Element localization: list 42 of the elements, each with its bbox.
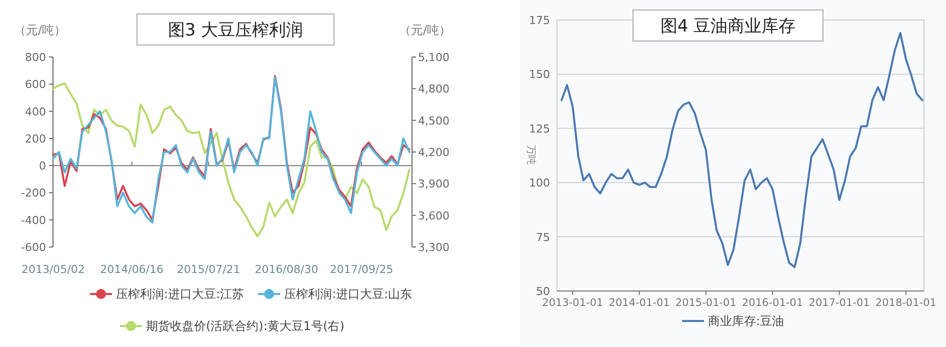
y2-tick-label: 4,500 [418,114,450,128]
y2-tick-label: 3,300 [418,241,450,254]
y-tick-label: 400 [25,105,46,118]
y-tick-label: 100 [529,176,550,190]
x-tick-label: 2014-01-01 [608,297,670,309]
legend-label: 期货收盘价(活跃合约):黄大豆1号(右) [146,319,344,333]
x-tick-label: 2014/06/16 [100,263,164,276]
x-tick-label: 2016-01-01 [742,297,804,309]
y2-tick-label: 3,900 [418,178,450,191]
x-tick-label: 2017/09/25 [330,263,394,276]
y-axis-title: （元/吨） [14,23,66,37]
y-tick-label: 125 [529,122,550,136]
x-tick-label: 2017-01-01 [808,297,870,309]
chart-title: 图4 豆油商业库存 [660,16,796,36]
y-tick-label: 175 [529,14,550,27]
y-tick-label: -600 [21,241,46,254]
y2-tick-label: 4,800 [418,82,450,96]
y-tick-label: 200 [25,132,46,146]
y-tick-label: -200 [21,186,46,200]
y-tick-label: 0 [39,160,46,173]
y-tick-label: 150 [529,68,550,82]
legend-label: 压榨利润:进口大豆:江苏 [116,287,244,301]
y2-tick-label: 3,600 [418,209,450,222]
x-tick-label: 2016/08/30 [254,263,318,276]
line-series [560,32,924,268]
y2-tick-label: 4,200 [418,146,450,159]
chart-title: 图3 大豆压榨利润 [168,20,304,40]
y-tick-label: -400 [21,214,46,227]
y2-axis-title: （元/吨） [398,23,452,37]
legend-label: 压榨利润:进口大豆:山东 [284,287,412,301]
x-tick-label: 2013-01-01 [542,297,604,309]
y-tick-label: 800 [25,51,46,64]
y2-tick-label: 5,100 [418,51,450,64]
y-tick-label: 50 [536,285,550,298]
x-tick-label: 2015-01-01 [675,297,736,309]
x-tick-label: 2018-01-01 [875,297,936,309]
y-tick-label: 75 [536,230,550,244]
legend-label: 商业库存:豆油 [708,314,784,328]
x-tick-label: 2013/05/02 [21,263,85,276]
x-tick-label: 2015/07/21 [176,263,240,276]
y-tick-label: 600 [25,78,46,92]
y-axis-title: 万吨 [525,145,537,165]
